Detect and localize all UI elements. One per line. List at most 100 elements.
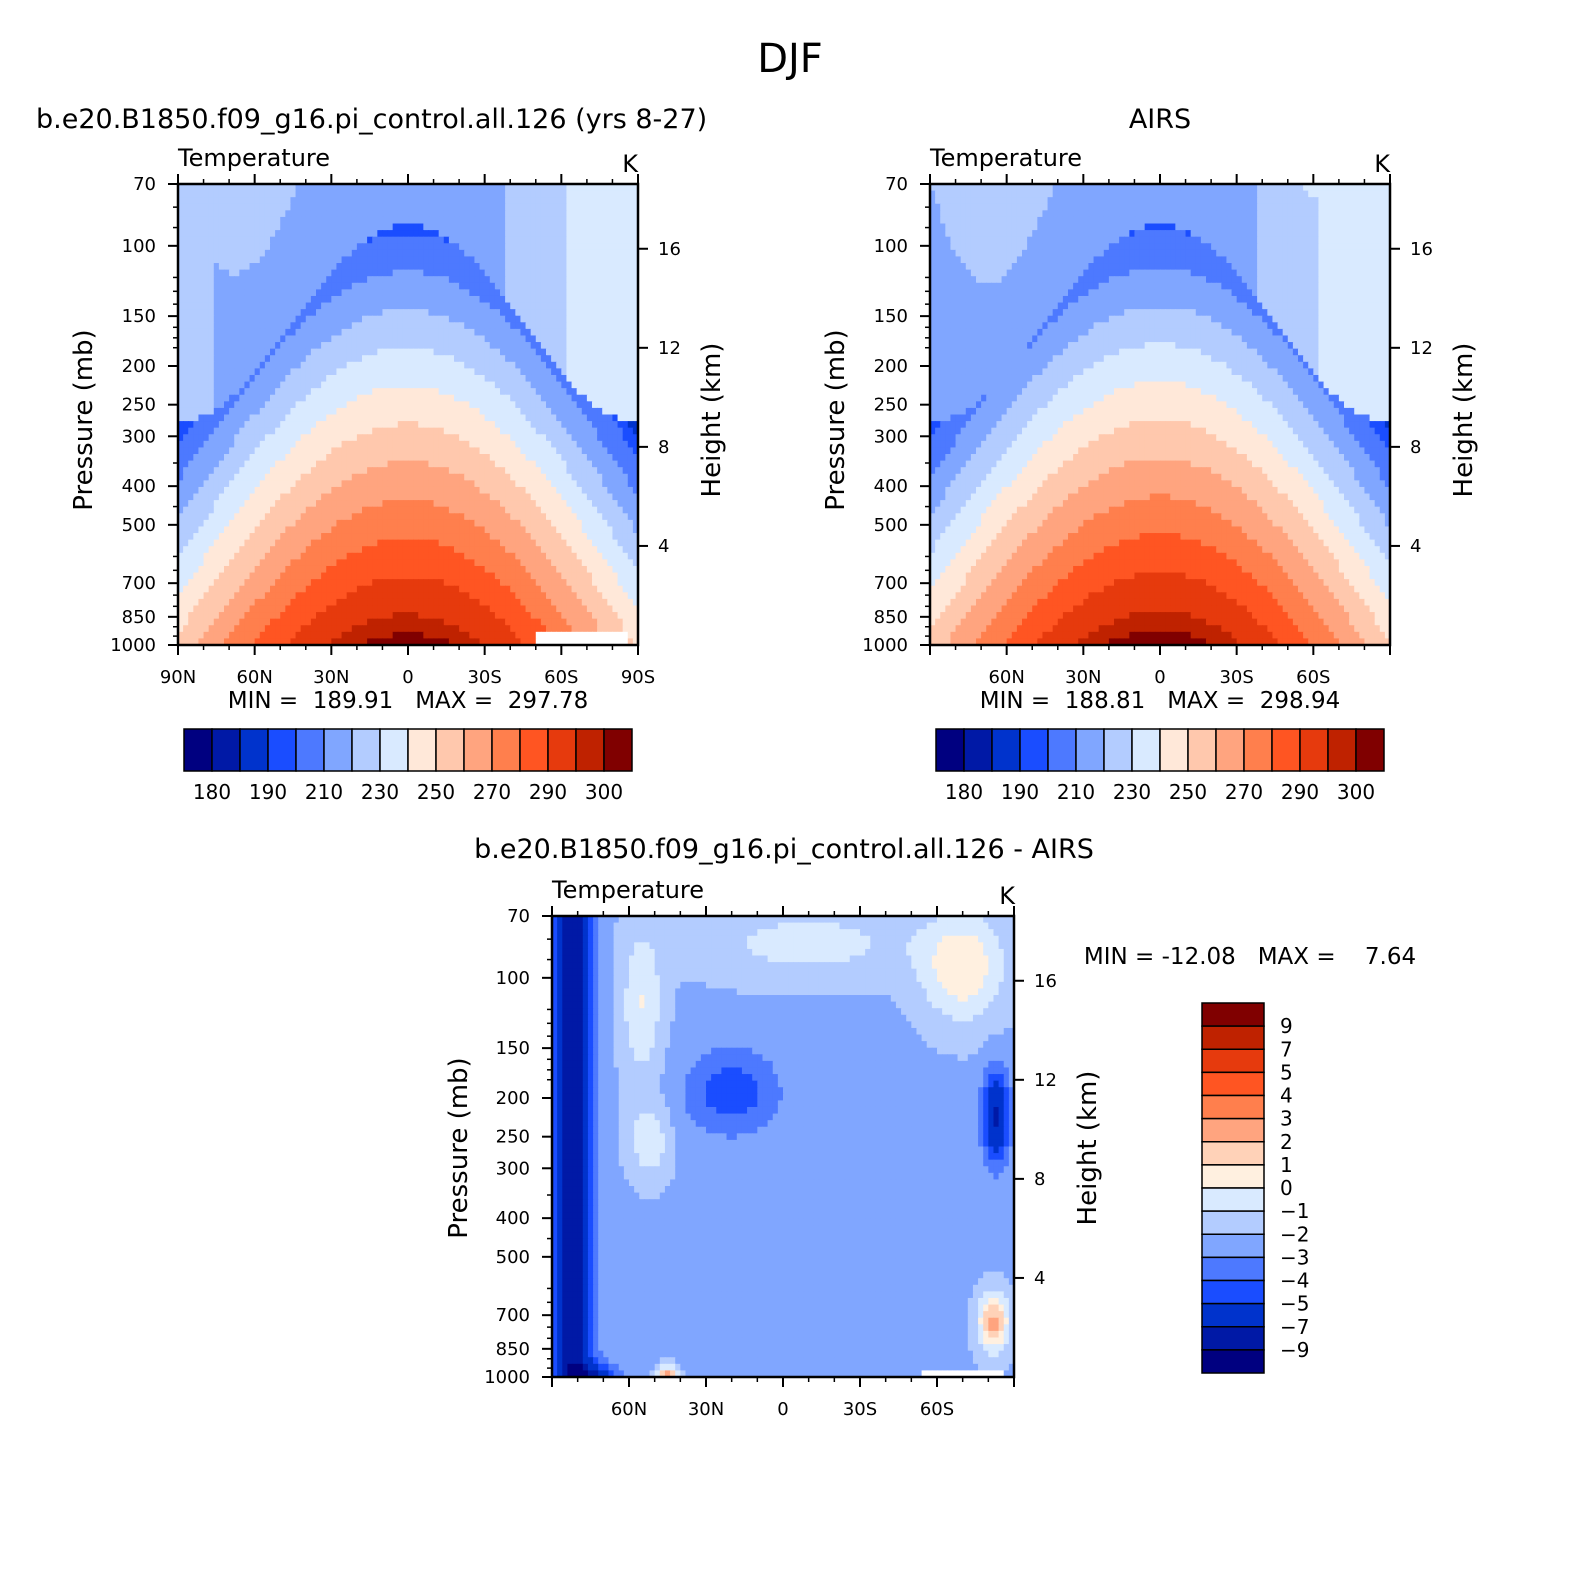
- field-cell: [551, 414, 557, 422]
- field-cell: [300, 342, 307, 350]
- field-cell: [551, 533, 557, 541]
- field-cell: [397, 368, 404, 376]
- field-cell: [367, 460, 373, 468]
- field-cell: [397, 388, 404, 396]
- field-cell: [530, 342, 537, 350]
- field-cell: [310, 401, 317, 409]
- field-cell: [413, 249, 419, 258]
- field-cell: [326, 539, 332, 547]
- field-cell: [448, 519, 455, 528]
- field-cell: [367, 256, 373, 264]
- field-cell: [290, 388, 297, 396]
- field-cell: [392, 289, 399, 297]
- field-cell: [285, 427, 292, 435]
- field-cell: [500, 407, 506, 416]
- field-cell: [356, 335, 363, 343]
- field-cell: [351, 493, 358, 501]
- field-cell: [581, 473, 588, 481]
- field-cell: [617, 355, 624, 363]
- field-cell: [203, 500, 210, 508]
- field-cell: [586, 243, 593, 251]
- field-cell: [188, 486, 194, 495]
- field-cell: [218, 401, 225, 409]
- field-cell: [229, 282, 235, 290]
- field-cell: [474, 519, 481, 528]
- field-cell: [402, 421, 409, 429]
- field-cell: [540, 236, 547, 244]
- field-cell: [454, 493, 460, 501]
- field-cell: [612, 454, 619, 462]
- field-cell: [208, 460, 215, 468]
- field-cell: [479, 302, 486, 310]
- field-cell: [280, 236, 286, 244]
- field-cell: [597, 263, 603, 271]
- field-cell: [546, 269, 552, 277]
- field-cell: [413, 447, 419, 455]
- field-cell: [285, 203, 292, 211]
- field-cell: [280, 348, 286, 356]
- field-cell: [413, 203, 419, 211]
- field-cell: [392, 519, 399, 528]
- field-cell: [203, 216, 210, 225]
- field-cell: [275, 460, 281, 468]
- field-cell: [183, 414, 189, 422]
- field-cell: [551, 322, 557, 330]
- field-cell: [566, 460, 573, 468]
- field-cell: [443, 467, 450, 475]
- field-cell: [520, 368, 527, 376]
- field-cell: [540, 197, 547, 205]
- panel-left-label-model: Temperature: [177, 144, 330, 172]
- field-cell: [586, 381, 593, 389]
- field-cell: [510, 230, 516, 238]
- field-cell: [592, 467, 598, 475]
- field-cell: [208, 315, 215, 323]
- field-cell: [428, 269, 435, 277]
- field-cell: [193, 322, 200, 330]
- field-cell: [218, 414, 225, 422]
- field-cell: [316, 256, 322, 264]
- field-cell: [346, 223, 353, 231]
- field-cell: [484, 533, 491, 541]
- field-cell: [259, 269, 266, 277]
- field-cell: [397, 197, 404, 205]
- field-cell: [423, 506, 430, 514]
- field-cell: [413, 434, 419, 442]
- field-cell: [372, 493, 378, 501]
- field-cell: [433, 335, 440, 343]
- field-cell: [423, 190, 430, 198]
- field-cell: [178, 335, 184, 343]
- field-cell: [469, 440, 476, 449]
- field-cell: [571, 230, 578, 238]
- field-cell: [489, 434, 496, 442]
- field-cell: [239, 335, 246, 343]
- field-cell: [438, 493, 445, 501]
- field-cell: [234, 486, 240, 495]
- field-cell: [285, 539, 292, 547]
- field-cell: [525, 256, 532, 264]
- field-cell: [448, 460, 455, 468]
- field-cell: [326, 486, 332, 495]
- field-cell: [556, 335, 562, 343]
- field-cell: [525, 322, 532, 330]
- field-cell: [208, 493, 215, 501]
- field-cell: [438, 282, 445, 290]
- field-cell: [310, 368, 317, 376]
- field-cell: [244, 486, 251, 495]
- field-cell: [602, 236, 608, 244]
- field-cell: [382, 302, 389, 310]
- field-cell: [448, 263, 455, 271]
- field-cell: [183, 427, 189, 435]
- field-cell: [525, 282, 532, 290]
- field-cell: [423, 216, 430, 225]
- field-cell: [270, 526, 276, 534]
- field-cell: [515, 216, 522, 225]
- field-cell: [387, 519, 394, 528]
- field-cell: [203, 342, 210, 350]
- field-cell: [321, 546, 327, 554]
- field-cell: [464, 500, 470, 508]
- field-cell: [454, 533, 460, 541]
- field-cell: [229, 447, 235, 455]
- field-cell: [413, 335, 419, 343]
- field-cell: [438, 335, 445, 343]
- field-cell: [244, 355, 251, 363]
